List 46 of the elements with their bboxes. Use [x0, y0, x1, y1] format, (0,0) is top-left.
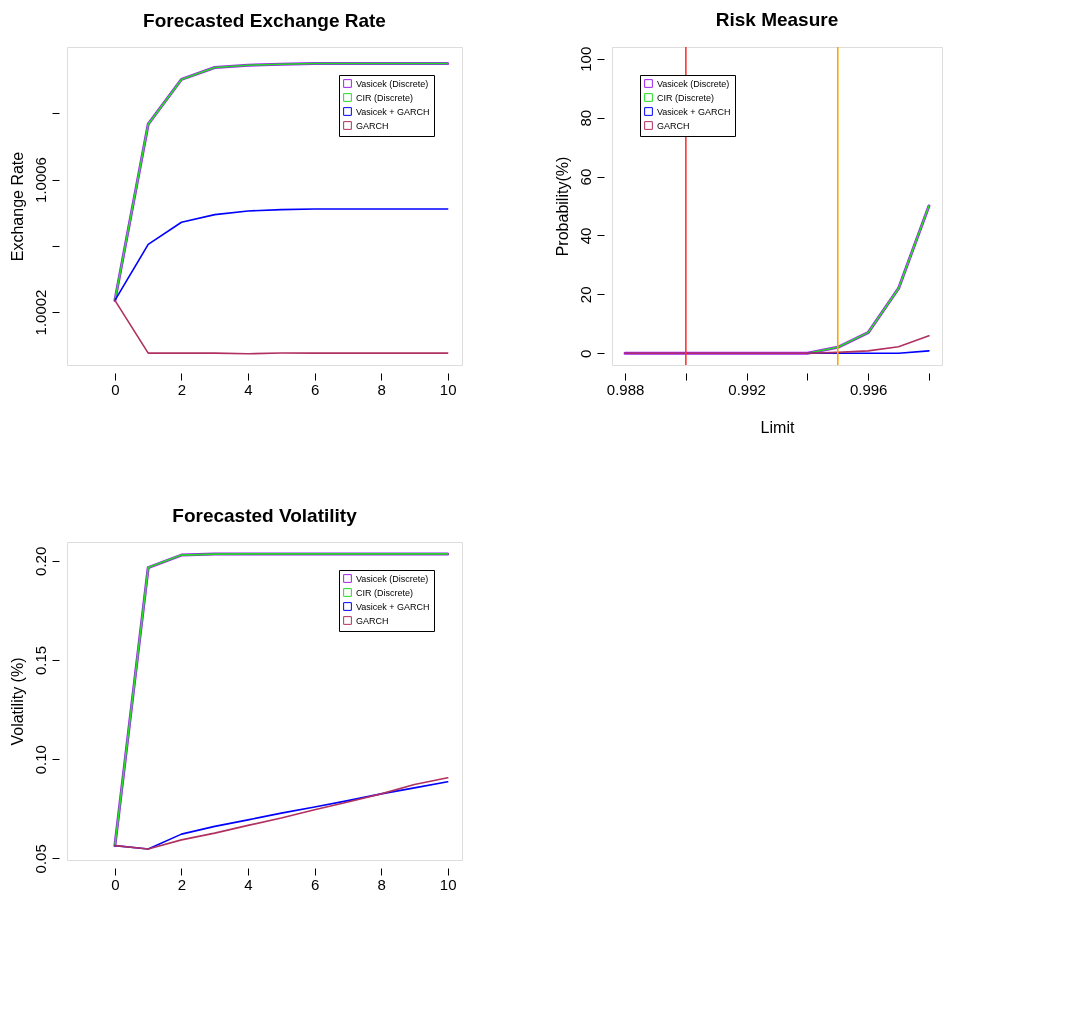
x-tick-label: 0.996	[849, 380, 888, 398]
legend-label: GARCH	[657, 120, 690, 131]
y-tick-label: 0.20	[31, 546, 49, 576]
y-tick-label: 0.15	[31, 645, 49, 676]
x-tick-label: 8	[377, 380, 386, 398]
y-axis-title: Volatility (%)	[8, 657, 26, 746]
x-tick-label: 0	[111, 875, 120, 893]
legend-label: CIR (Discrete)	[657, 92, 715, 103]
y-tick-label: 1.0006	[31, 157, 49, 203]
x-tick-label: 0	[111, 380, 120, 398]
x-tick-label: 2	[177, 875, 187, 893]
chart-title: Forecasted Exchange Rate	[143, 10, 386, 31]
legend-label: CIR (Discrete)	[356, 92, 414, 103]
x-tick-label: 10	[439, 380, 457, 398]
legend-label: Vasicek (Discrete)	[356, 78, 429, 89]
x-tick-label: 8	[377, 875, 386, 893]
y-tick-label: 0.05	[31, 844, 49, 874]
y-tick-label: 40	[576, 227, 594, 245]
y-tick-label: 0	[576, 349, 594, 358]
y-tick-label: 60	[576, 168, 594, 186]
y-tick-label: 1.0002	[31, 289, 49, 336]
legend-label: GARCH	[356, 120, 389, 131]
x-tick-label: 6	[310, 875, 320, 893]
x-tick-label: 10	[439, 875, 457, 893]
y-tick-label: 0.10	[31, 745, 49, 775]
y-axis-title: Probability(%)	[553, 156, 571, 257]
legend-label: Vasicek + GARCH	[657, 106, 731, 117]
y-tick-label: 20	[576, 286, 594, 304]
legend-label: Vasicek + GARCH	[356, 106, 430, 117]
x-tick-label: 2	[177, 380, 187, 398]
y-axis-title: Exchange Rate	[8, 151, 26, 262]
x-axis-title: Limit	[760, 418, 795, 436]
chart-title: Forecasted Volatility	[172, 505, 358, 526]
legend-label: Vasicek (Discrete)	[356, 573, 429, 584]
y-tick-label: 100	[576, 46, 594, 72]
y-tick-label: 80	[576, 109, 594, 127]
x-tick-label: 6	[310, 380, 320, 398]
x-tick-label: 4	[244, 875, 253, 893]
legend-label: Vasicek + GARCH	[356, 601, 430, 612]
x-tick-label: 4	[244, 380, 253, 398]
legend-label: GARCH	[356, 615, 389, 626]
legend-label: Vasicek (Discrete)	[657, 78, 730, 89]
x-tick-label: 0.992	[728, 380, 766, 398]
x-tick-label: 0.988	[606, 380, 645, 398]
chart-title: Risk Measure	[715, 9, 839, 31]
legend-label: CIR (Discrete)	[356, 587, 414, 598]
